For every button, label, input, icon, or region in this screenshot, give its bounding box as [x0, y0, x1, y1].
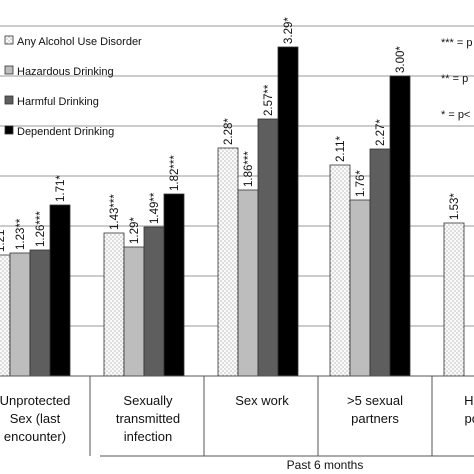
- bar: [143, 226, 165, 377]
- tick-label: Sex (last: [10, 411, 61, 426]
- data-label: 1.21: [0, 230, 7, 252]
- bar: [277, 46, 299, 377]
- legend-swatch: [4, 65, 14, 75]
- legend-entry: Hazardous Drinking: [17, 66, 114, 78]
- tick-label: >5 sexual: [347, 393, 403, 408]
- legend-entry: Any Alcohol Use Disorder: [17, 36, 142, 48]
- bar: [29, 249, 51, 377]
- data-label: 1.76*: [355, 170, 367, 197]
- data-label: 1.82***: [169, 155, 181, 191]
- significance-note: * = p<: [441, 109, 470, 121]
- legend-swatch: [4, 125, 14, 135]
- tick-label: partners: [351, 411, 399, 426]
- tick-label: Unprotected: [0, 393, 70, 408]
- legend-entry: Dependent Drinking: [17, 126, 114, 138]
- bar: [443, 222, 465, 377]
- data-label: 1.43***: [109, 194, 121, 230]
- bar: [49, 204, 71, 377]
- bar: [103, 232, 125, 377]
- bar: [349, 199, 371, 377]
- tick-label: Sex work: [235, 393, 289, 408]
- bar: [0, 254, 11, 377]
- bar: [257, 118, 279, 377]
- tick-label: Sexually: [123, 393, 173, 408]
- significance-note: *** = p: [441, 37, 473, 49]
- data-label: 2.11*: [335, 135, 347, 162]
- legend: Any Alcohol Use Disorder Hazardous Drinki…: [4, 35, 142, 138]
- data-label: 2.57**: [263, 84, 275, 116]
- bar: [369, 148, 391, 377]
- bar: [237, 189, 259, 377]
- x-axis: [0, 375, 474, 457]
- bar: [389, 75, 411, 377]
- legend-swatch: [4, 35, 14, 45]
- bar: [163, 193, 185, 377]
- tick-label: pos: [465, 411, 474, 426]
- data-label: 1.23**: [15, 218, 27, 250]
- legend-entry: Harmful Drinking: [17, 96, 99, 108]
- bars: [0, 46, 465, 377]
- data-label: 3.00*: [395, 46, 407, 73]
- data-label: 1.49**: [149, 192, 161, 224]
- bar: [329, 164, 351, 377]
- data-label: 3.29*: [283, 17, 295, 44]
- significance-notes: *** = p ** = p * = p<: [441, 37, 473, 121]
- category-labels: Unprotected Sex (last encounter) Sexually tr…: [0, 393, 474, 444]
- group-label: Past 6 months: [287, 458, 364, 472]
- data-label: 1.26***: [35, 211, 47, 247]
- data-label: 1.29*: [129, 217, 141, 244]
- bar: [9, 252, 31, 377]
- tick-label: encounter): [4, 429, 66, 444]
- data-label: 2.28*: [223, 118, 235, 145]
- data-label: 1.86***: [243, 151, 255, 187]
- group-label-text: Past 6 months: [287, 458, 364, 472]
- data-label: 2.27*: [375, 119, 387, 146]
- tick-label: transmitted: [116, 411, 180, 426]
- legend-swatch: [4, 95, 14, 105]
- significance-note: ** = p: [441, 73, 468, 85]
- data-label: 1.71*: [55, 175, 67, 202]
- value-labels: 1.21 1.23** 1.26*** 1.71* 1.43*** 1.29* 1.49**…: [0, 17, 461, 252]
- bar: [123, 246, 145, 377]
- data-label: 1.53*: [449, 193, 461, 220]
- tick-label: HIV: [464, 393, 474, 408]
- tick-label: infection: [124, 429, 172, 444]
- bar: [217, 147, 239, 377]
